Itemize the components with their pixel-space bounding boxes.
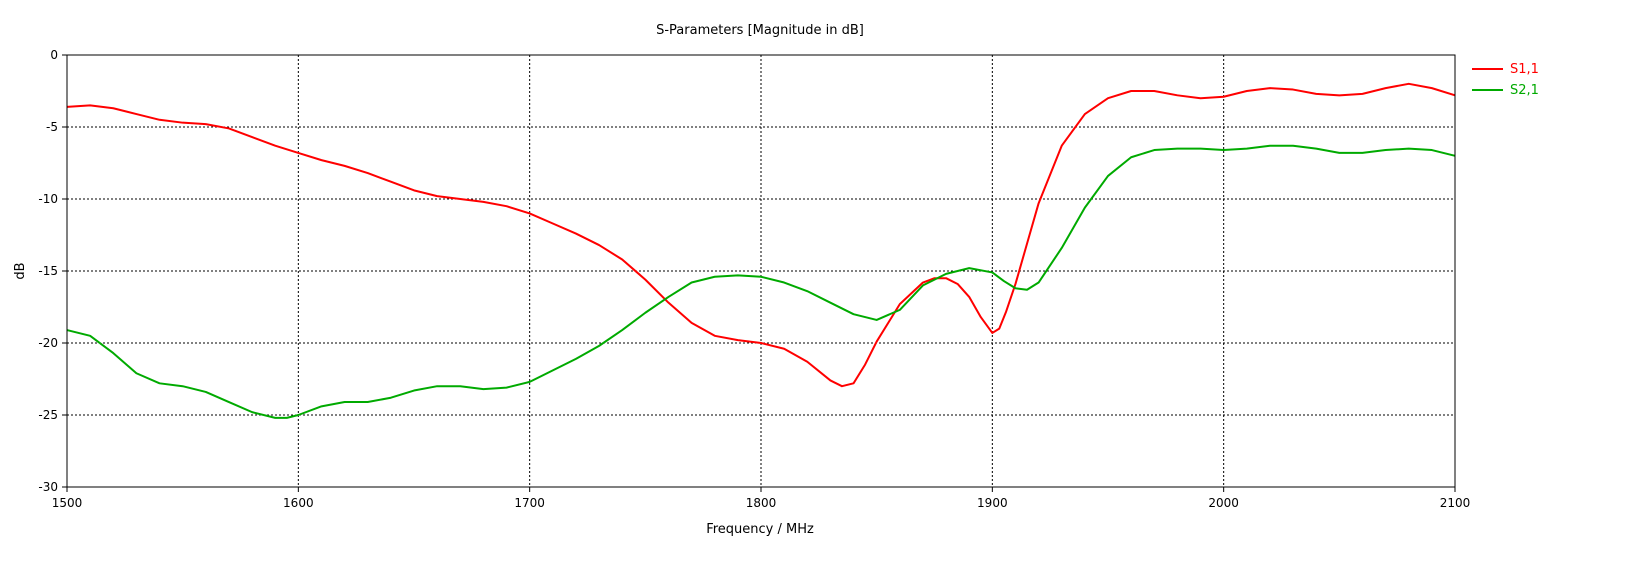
y-tick-label: -30 xyxy=(38,480,58,494)
x-tick-label: 1700 xyxy=(514,496,545,510)
x-tick-label: 1900 xyxy=(977,496,1008,510)
y-tick-label: -5 xyxy=(46,120,58,134)
chart-title: S-Parameters [Magnitude in dB] xyxy=(656,23,864,38)
grid-layer xyxy=(67,55,1455,487)
x-tick-label: 1500 xyxy=(52,496,83,510)
legend: S1,1 S2,1 xyxy=(1472,62,1539,98)
x-tick-label: 2000 xyxy=(1208,496,1239,510)
y-tick-label: -25 xyxy=(38,408,58,422)
x-axis-label: Frequency / MHz xyxy=(706,522,814,537)
legend-label: S1,1 xyxy=(1510,62,1539,77)
tick-layer: 1500 1600 1700 1800 1900 2000 2100 0 -5 -10 -15 -20… xyxy=(38,48,1470,510)
y-tick-label: -20 xyxy=(38,336,58,350)
series-line-s21 xyxy=(66,144,1456,419)
y-tick-label: 0 xyxy=(50,48,58,62)
y-tick-label: -15 xyxy=(38,264,58,278)
x-tick-label: 1600 xyxy=(283,496,314,510)
y-tick-label: -10 xyxy=(38,192,58,206)
legend-label: S2,1 xyxy=(1510,83,1539,98)
series-line-s11 xyxy=(66,82,1456,388)
y-axis-label: dB xyxy=(13,262,28,279)
x-tick-label: 1800 xyxy=(746,496,777,510)
x-tick-label: 2100 xyxy=(1440,496,1471,510)
series-layer xyxy=(66,82,1456,419)
